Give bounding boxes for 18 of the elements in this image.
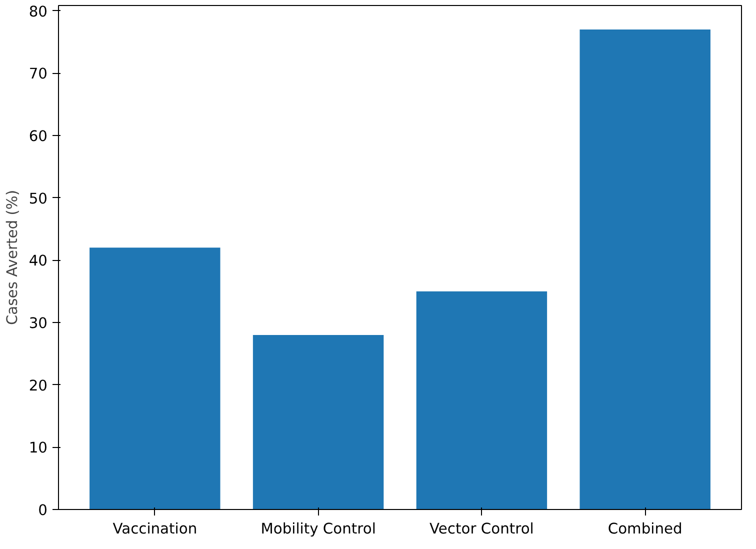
bar (252, 334, 384, 510)
bar (416, 291, 548, 510)
y-tick-label: 60 (28, 128, 48, 145)
x-tick-label: Mobility Control (260, 520, 376, 538)
y-tick-label: 70 (28, 66, 48, 83)
y-tick-label: 40 (28, 252, 48, 270)
x-tick-label: Vector Control (430, 520, 534, 538)
y-tick-label: 10 (28, 440, 48, 457)
bar (90, 248, 220, 510)
y-tick-label: 20 (28, 377, 48, 394)
y-axis-title: Cases Averted (%) (4, 190, 21, 326)
x-tick-label: Vaccination (112, 520, 198, 538)
y-tick-label: 0 (38, 502, 48, 519)
x-tick-label: Combined (608, 520, 682, 538)
y-tick-label: 50 (28, 190, 48, 208)
y-tick-label: 80 (28, 3, 48, 20)
y-tick-label: 30 (28, 314, 48, 332)
bar (580, 30, 710, 510)
